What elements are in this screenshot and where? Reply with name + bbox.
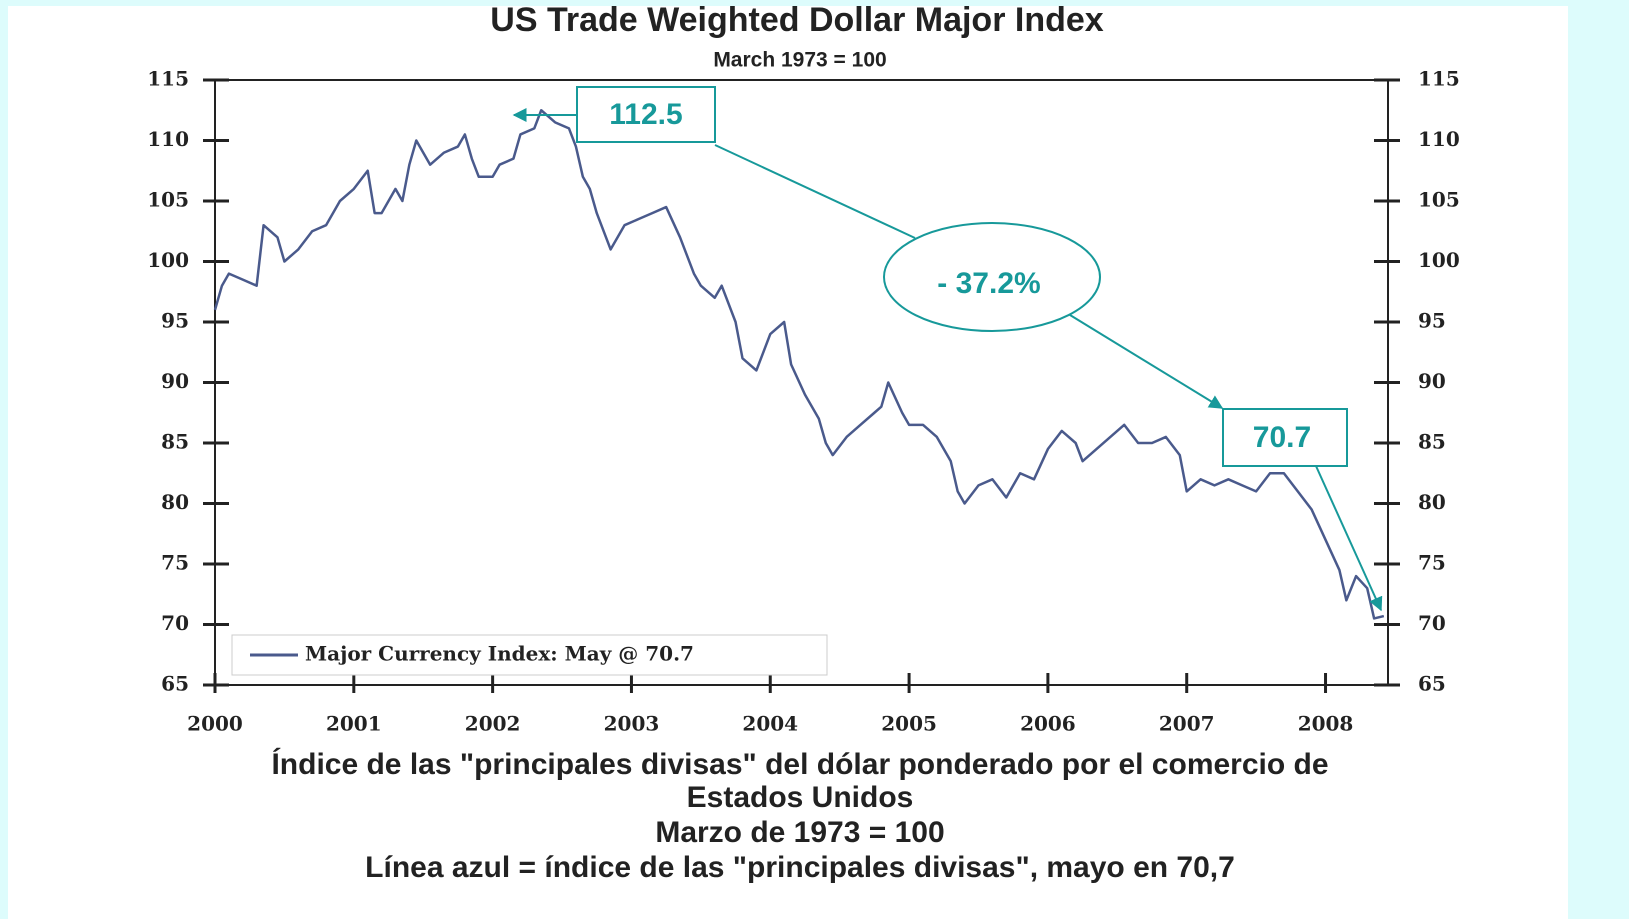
caption-line: Índice de las "principales divisas" del … [271, 747, 1328, 781]
y-tick-label: 100 [147, 248, 189, 272]
annotation-ellipse [883, 222, 1101, 332]
y2-tick-label: 65 [1418, 672, 1446, 696]
y2-tick-label: 95 [1418, 309, 1446, 333]
annotation-box [576, 86, 716, 143]
y2-tick-label: 105 [1418, 188, 1460, 212]
x-tick-label: 2004 [742, 712, 798, 736]
y-tick-label: 110 [147, 127, 189, 151]
chart-title: US Trade Weighted Dollar Major Index [490, 1, 1103, 39]
y-tick-label: 85 [161, 430, 189, 454]
legend-label: Major Currency Index: May @ 70.7 [305, 642, 694, 666]
chart-subtitle: March 1973 = 100 [713, 49, 886, 72]
x-tick-label: 2000 [187, 712, 243, 736]
x-tick-label: 2006 [1020, 712, 1076, 736]
arrow [1069, 314, 1224, 409]
x-tick-label: 2002 [465, 712, 521, 736]
annotation: 112.5 [609, 98, 682, 131]
x-tick-label: 2003 [604, 712, 660, 736]
x-tick-label: 2007 [1159, 712, 1215, 736]
y2-tick-label: 115 [1418, 67, 1460, 91]
data-line [213, 109, 1385, 620]
y2-tick-label: 75 [1418, 551, 1446, 575]
y2-tick-label: 100 [1418, 248, 1460, 272]
y-tick-label: 65 [161, 672, 189, 696]
y2-tick-label: 110 [1418, 127, 1460, 151]
legend-box [231, 634, 828, 676]
connector [714, 144, 916, 239]
annotation: 70.7 [1253, 421, 1311, 454]
annotation: - 37.2% [937, 267, 1040, 300]
y-tick-label: 90 [161, 369, 189, 393]
x-tick-label: 2001 [326, 712, 382, 736]
y2-tick-label: 70 [1418, 611, 1446, 635]
y2-tick-label: 90 [1418, 369, 1446, 393]
caption-line: Línea azul = índice de las "principales … [365, 851, 1235, 884]
annotation-box [1222, 408, 1348, 467]
y-tick-label: 70 [161, 611, 189, 635]
caption-line: Estados Unidos [687, 781, 914, 814]
x-tick-label: 2005 [881, 712, 937, 736]
y2-tick-label: 85 [1418, 430, 1446, 454]
y-tick-label: 80 [161, 490, 189, 514]
caption-line: Marzo de 1973 = 100 [655, 816, 944, 849]
y-tick-label: 105 [147, 188, 189, 212]
y2-tick-label: 80 [1418, 490, 1446, 514]
y-tick-label: 75 [161, 551, 189, 575]
y-tick-label: 115 [147, 67, 189, 91]
y-tick-label: 95 [161, 309, 189, 333]
arrow [1315, 465, 1383, 612]
x-tick-label: 2008 [1298, 712, 1354, 736]
